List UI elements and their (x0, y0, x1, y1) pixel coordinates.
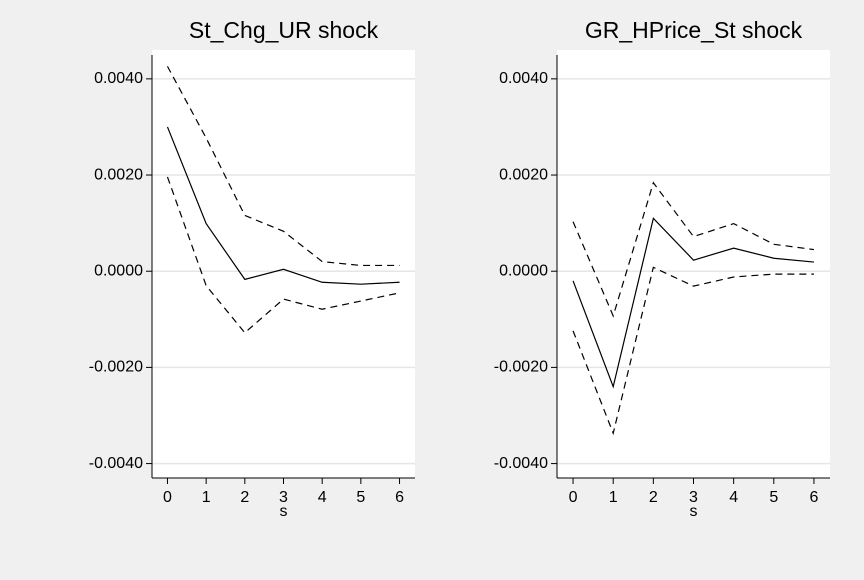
x-tick-label: 6 (809, 489, 818, 506)
x-axis-title: s (690, 503, 698, 520)
x-tick-label: 4 (318, 489, 327, 506)
x-tick-label: 4 (729, 489, 738, 506)
y-tick-label: 0.0020 (499, 166, 548, 183)
x-tick-label: 0 (569, 489, 578, 506)
x-tick-label: 3 (689, 489, 698, 506)
x-tick-label: 0 (163, 489, 172, 506)
y-tick-label: -0.0040 (89, 455, 143, 472)
series-line (166, 66, 400, 267)
y-tick-label: 0.0000 (499, 262, 548, 279)
series-line (572, 181, 815, 318)
series-line (572, 217, 814, 389)
x-tick-label: 1 (202, 489, 211, 506)
chart-title: GR_HPrice_St shock (585, 17, 803, 43)
y-tick-label: 0.0000 (94, 262, 143, 279)
x-tick-label: 6 (395, 489, 404, 506)
y-tick-label: -0.0020 (89, 359, 143, 376)
y-tick-label: 0.0040 (94, 70, 143, 87)
series-line (572, 266, 814, 436)
x-tick-label: 2 (240, 489, 249, 506)
y-tick-label: -0.0040 (494, 455, 548, 472)
chart-title: St_Chg_UR shock (189, 17, 379, 43)
x-axis-title: s (280, 503, 288, 520)
x-tick-label: 2 (649, 489, 658, 506)
plot-area (152, 50, 415, 478)
x-tick-label: 5 (769, 489, 778, 506)
y-tick-label: -0.0020 (494, 359, 548, 376)
y-tick-label: 0.0020 (94, 166, 143, 183)
plot-area (557, 50, 830, 478)
y-tick-label: 0.0040 (499, 70, 548, 87)
x-tick-label: 3 (279, 489, 288, 506)
x-tick-label: 5 (356, 489, 365, 506)
x-tick-label: 1 (609, 489, 618, 506)
series-line (166, 126, 400, 285)
